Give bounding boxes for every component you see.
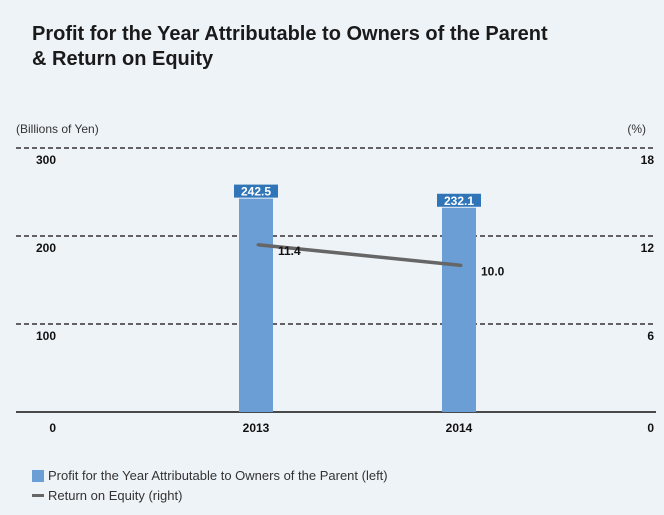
right-tick-label-2: 12 xyxy=(641,241,655,255)
legend-swatch-bar xyxy=(32,469,44,482)
roe-point-2013 xyxy=(256,243,260,247)
legend-item-line: Return on Equity (right) xyxy=(32,488,182,503)
right-tick-label-0: 0 xyxy=(647,421,654,435)
chart-title-line-1: Profit for the Year Attributable to Owne… xyxy=(32,23,548,45)
bar-label-bg-2014 xyxy=(437,193,481,207)
roe-data-label-2013: 11.4 xyxy=(278,244,301,258)
bar-label-bg-2013 xyxy=(234,184,278,198)
left-tick-label-3: 300 xyxy=(36,153,56,167)
x-tick-label-2014: 2014 xyxy=(446,421,473,435)
chart-title-line-2: & Return on Equity xyxy=(32,48,214,70)
left-tick-label-2: 200 xyxy=(36,241,56,255)
left-axis-unit: (Billions of Yen) xyxy=(16,122,99,136)
legend-label-line: Return on Equity (right) xyxy=(48,488,183,503)
roe-line xyxy=(257,243,462,268)
bar-data-label-2014: 232.1 xyxy=(444,194,474,208)
legend-label-bars: Profit for the Year Attributable to Owne… xyxy=(48,468,388,483)
roe-data-label-2014: 10.0 xyxy=(481,264,505,278)
legend-swatch-line xyxy=(32,494,44,497)
right-axis-unit: (%) xyxy=(627,122,646,136)
bar-data-label-2013: 242.5 xyxy=(241,185,271,199)
bar-2014 xyxy=(442,207,476,412)
left-tick-label-1: 100 xyxy=(36,329,56,343)
right-tick-label-1: 6 xyxy=(647,329,654,343)
roe-point-2014 xyxy=(459,263,463,267)
left-tick-label-0: 0 xyxy=(49,421,56,435)
x-tick-label-2013: 2013 xyxy=(243,421,270,435)
legend-item-bars: Profit for the Year Attributable to Owne… xyxy=(32,468,388,483)
right-tick-label-3: 18 xyxy=(641,153,655,167)
bar-2013 xyxy=(239,198,273,412)
chart-title: Profit for the Year Attributable to Owne… xyxy=(32,22,642,72)
